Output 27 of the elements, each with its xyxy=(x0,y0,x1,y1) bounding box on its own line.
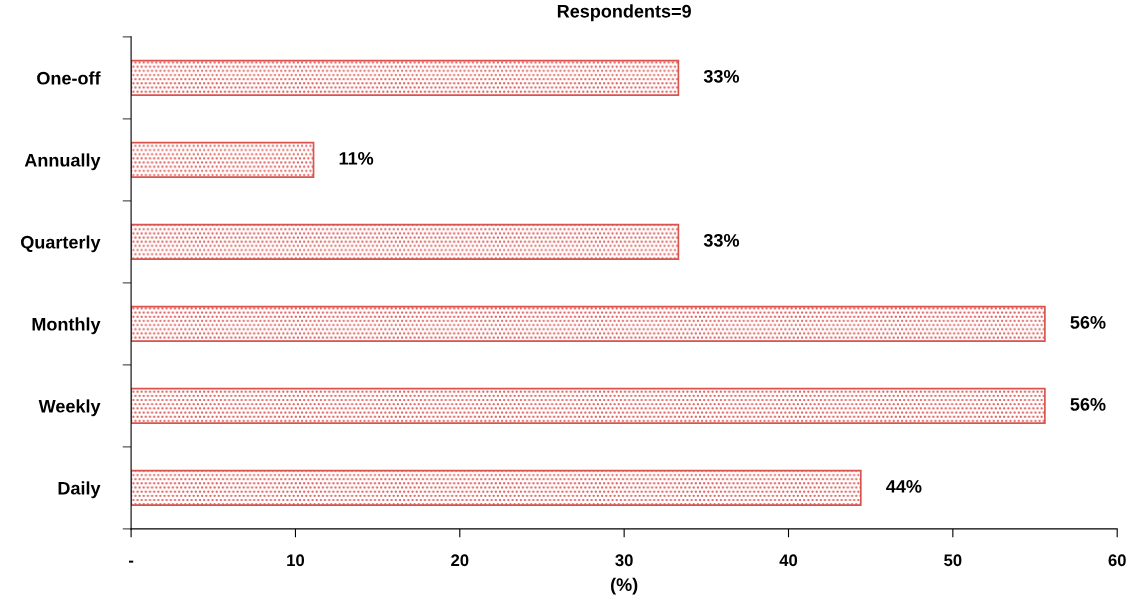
x-tick-label: - xyxy=(128,560,134,563)
y-tick-label: Daily xyxy=(58,481,101,499)
data-label: 56% xyxy=(1070,397,1106,411)
x-tick-label: 20 xyxy=(451,554,469,567)
y-tick-label: Weekly xyxy=(38,399,101,417)
y-tick-label: Quarterly xyxy=(21,235,101,253)
x-tick-label: 60 xyxy=(1108,554,1126,567)
bar xyxy=(131,141,315,178)
chart-title: Respondents=9 xyxy=(557,4,691,22)
y-tick-label: One-off xyxy=(37,71,101,85)
data-label: 33% xyxy=(703,69,740,83)
bar xyxy=(131,59,680,96)
y-tick-label: Annually xyxy=(24,153,101,171)
y-tick-label: Monthly xyxy=(32,317,101,335)
bar xyxy=(131,469,862,506)
bar xyxy=(131,305,1046,342)
data-label: 11% xyxy=(339,152,374,165)
x-axis-title: (%) xyxy=(611,577,638,595)
x-tick-label: 50 xyxy=(944,554,962,567)
x-tick-label: 10 xyxy=(287,554,305,567)
data-label: 33% xyxy=(703,233,740,247)
data-label: 44% xyxy=(886,480,922,493)
bar xyxy=(131,387,1046,424)
x-tick-label: 30 xyxy=(615,554,633,567)
bar xyxy=(131,223,680,260)
data-label: 56% xyxy=(1070,315,1106,329)
x-tick-label: 40 xyxy=(779,554,798,567)
